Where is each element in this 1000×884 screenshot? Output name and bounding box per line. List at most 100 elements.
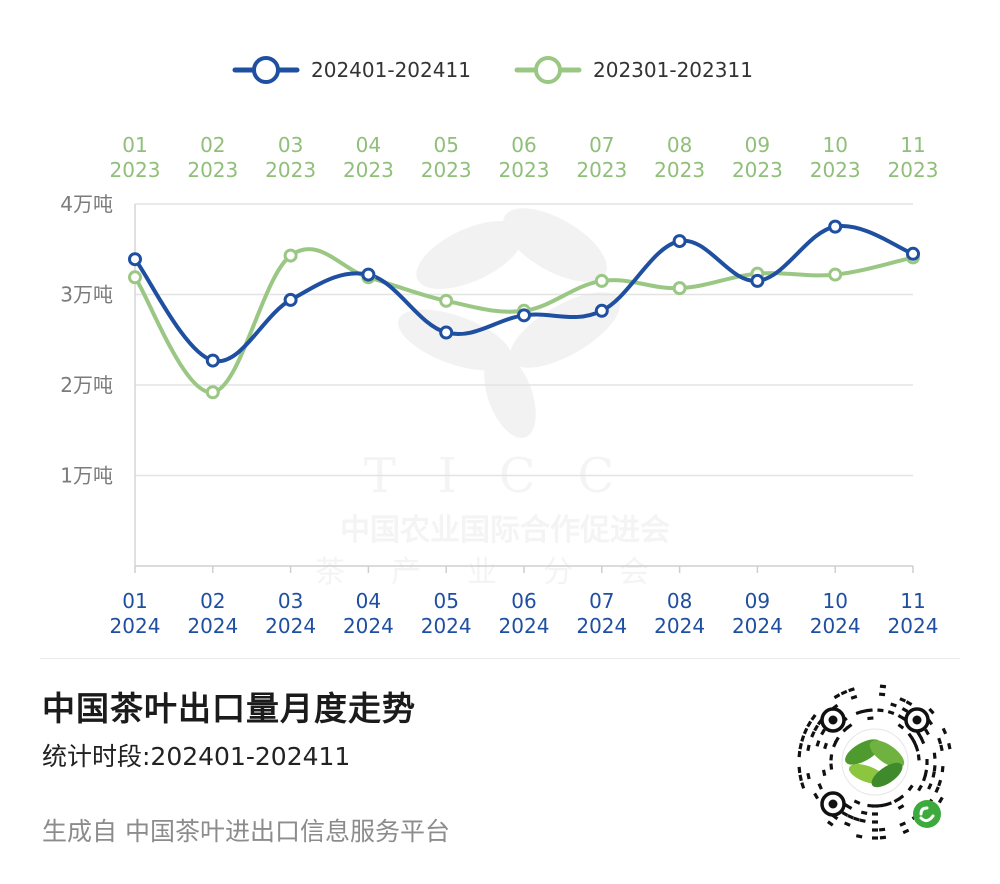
qr-dot — [855, 710, 863, 715]
qr-dot — [916, 754, 921, 761]
x-top-month-label: 11 — [900, 133, 925, 157]
x-top-month-label: 07 — [589, 133, 614, 157]
x-top-year-label: 2023 — [810, 158, 861, 182]
qr-dot — [834, 736, 840, 744]
tea-leaf-logo-icon — [398, 208, 621, 438]
y-tick-label: 3万吨 — [60, 283, 113, 307]
qr-dot — [798, 774, 803, 782]
source-note: 生成自 中国茶叶进出口信息服务平台 — [42, 817, 450, 846]
legend-swatch-marker — [252, 56, 280, 84]
x-bottom-month-label: 08 — [667, 589, 692, 613]
qr-dot — [923, 769, 929, 777]
data-point — [594, 273, 609, 288]
qr-dot — [902, 828, 910, 835]
qr-dot — [914, 745, 920, 752]
chart-footer-title: 中国茶叶出口量月度走势 — [42, 689, 416, 728]
qr-dot — [934, 786, 940, 794]
qr-dot — [924, 728, 930, 736]
data-point — [672, 234, 687, 249]
qr-dot — [905, 700, 913, 706]
x-top-month-label: 01 — [122, 133, 147, 157]
x-top-month-label: 06 — [511, 133, 536, 157]
data-point — [283, 292, 298, 307]
qr-dot — [821, 769, 827, 777]
qr-dot — [901, 707, 909, 713]
x-top-year-label: 2023 — [732, 158, 783, 182]
x-bottom-month-label: 01 — [122, 589, 147, 613]
qr-dot — [859, 818, 866, 823]
x-axis-bottom-labels: 0120240220240320240420240520240620240720… — [110, 589, 939, 638]
qr-dot — [802, 727, 809, 735]
data-point — [828, 267, 843, 282]
qr-dot — [817, 783, 823, 790]
data-point — [205, 385, 220, 400]
qr-dot — [897, 714, 905, 720]
qr-dot — [932, 765, 937, 772]
x-bottom-year-label: 2024 — [187, 614, 238, 638]
qr-dot — [931, 771, 936, 778]
qr-code-dots — [797, 684, 952, 840]
x-bottom-month-label: 04 — [356, 589, 381, 613]
data-point — [594, 303, 609, 318]
qr-dot — [940, 765, 945, 773]
qr-dot — [829, 763, 834, 770]
qr-dot — [843, 821, 851, 827]
qr-finder-dot — [828, 799, 838, 809]
data-point — [439, 293, 454, 308]
qr-dot — [907, 784, 914, 792]
qr-dot — [840, 689, 848, 696]
qr-dot — [879, 684, 887, 689]
series-points — [128, 219, 920, 400]
qr-dot — [928, 707, 935, 715]
qr-dot — [829, 754, 834, 761]
x-bottom-year-label: 2024 — [265, 614, 316, 638]
qr-dot — [797, 766, 802, 774]
qr-dot — [810, 713, 817, 721]
qr-dot — [917, 784, 923, 792]
x-bottom-year-label: 2024 — [888, 614, 939, 638]
tea-leaf-logo-icon — [841, 728, 909, 796]
qr-dot — [927, 783, 933, 790]
qr-dot — [919, 737, 926, 745]
qr-finder-dot — [828, 715, 838, 725]
qr-dot — [853, 816, 860, 822]
qr-dot — [879, 835, 887, 840]
x-top-year-label: 2023 — [576, 158, 627, 182]
qr-dot — [813, 724, 819, 732]
qr-dot — [810, 730, 816, 738]
data-point — [672, 281, 687, 296]
x-bottom-month-label: 03 — [278, 589, 303, 613]
x-bottom-year-label: 2024 — [732, 614, 783, 638]
watermark: TICC 中国农业国际合作促进会 茶产业分会 — [315, 208, 670, 590]
qr-dot — [939, 744, 944, 752]
data-point — [361, 267, 376, 282]
qr-dot — [867, 716, 874, 721]
x-top-month-label: 02 — [200, 133, 225, 157]
qr-dot — [845, 804, 853, 810]
qr-dot — [937, 737, 943, 745]
qr-dot — [899, 697, 907, 703]
x-top-year-label: 2023 — [343, 158, 394, 182]
qr-dot — [866, 708, 873, 713]
qr-dot — [833, 693, 841, 700]
mini-program-qr-code[interactable] — [795, 682, 955, 842]
legend: 202401-202411 202301-202311 — [232, 56, 753, 84]
qr-dot — [806, 744, 811, 752]
data-point — [906, 246, 920, 261]
qr-dot — [850, 694, 858, 700]
data-point — [283, 248, 298, 263]
qr-dot — [887, 710, 895, 715]
qr-dot — [845, 723, 853, 730]
qr-dot — [937, 779, 943, 787]
x-top-month-label: 10 — [822, 133, 847, 157]
qr-dot — [826, 820, 834, 827]
data-point — [517, 308, 531, 323]
x-top-month-label: 09 — [745, 133, 770, 157]
qr-dot — [937, 796, 944, 804]
qr-dot — [872, 828, 878, 832]
data-point — [439, 325, 454, 340]
qr-dot — [813, 792, 819, 800]
legend-swatch-marker — [534, 56, 562, 84]
qr-dot — [853, 799, 861, 805]
